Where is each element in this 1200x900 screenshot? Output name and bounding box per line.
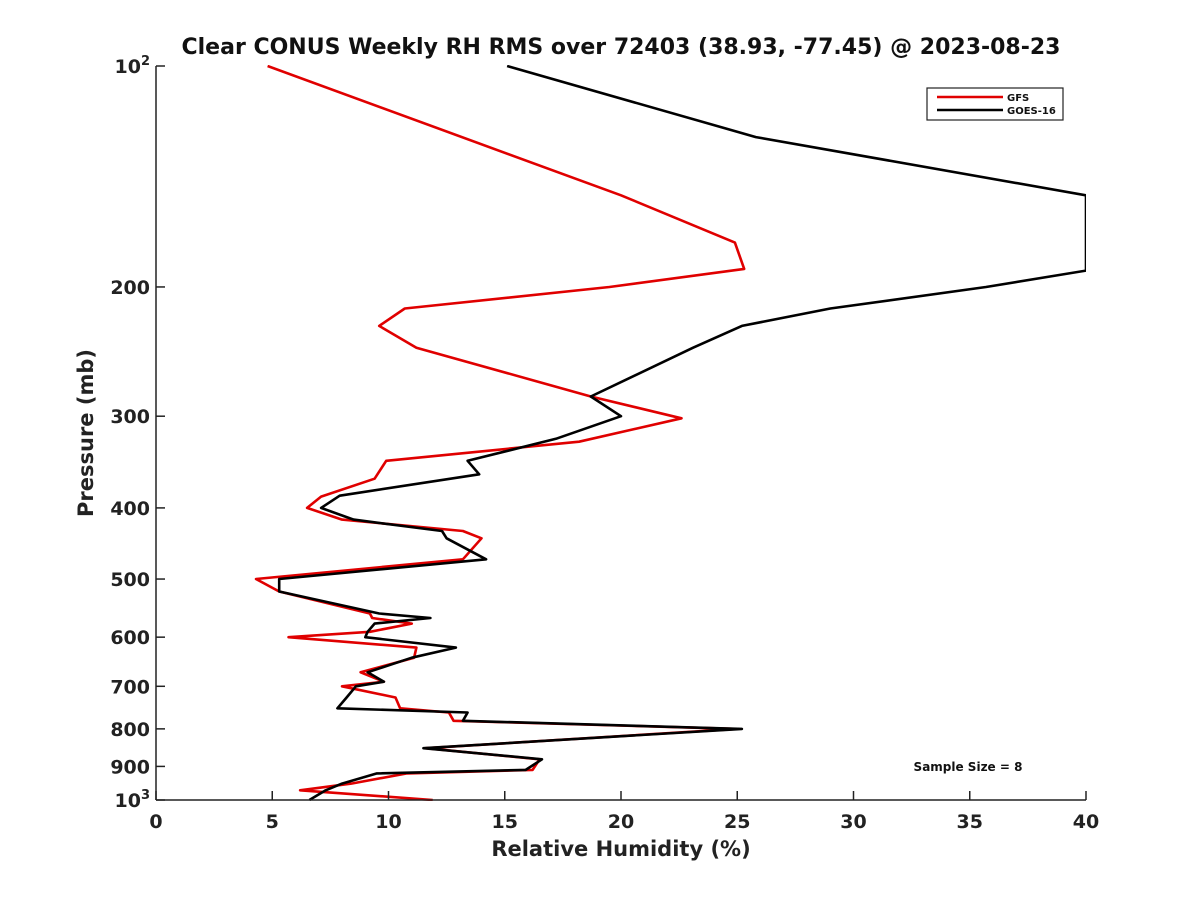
y-axis-label: Pressure (mb) [74, 349, 98, 517]
y-tick-label: 300 [110, 406, 150, 428]
x-tick-label: 25 [724, 811, 750, 833]
legend: GFS GOES-16 [926, 87, 1064, 121]
y-tick-label: 103 [115, 788, 151, 812]
legend-label-gfs: GFS [1007, 93, 1029, 104]
x-axis-ticks: 0 5 10 15 20 25 30 35 40 [149, 791, 1099, 833]
legend-label-goes16: GOES-16 [1007, 106, 1056, 117]
y-axis-ticks: 102 200 300 400 500 600 700 800 900 103 [110, 54, 165, 812]
x-tick-label: 0 [149, 811, 162, 833]
x-axis-label: Relative Humidity (%) [491, 837, 750, 861]
y-tick-label: 700 [110, 676, 150, 698]
x-tick-label: 10 [375, 811, 401, 833]
plot-lines [254, 65, 1086, 801]
series-line-goes16 [277, 65, 1086, 801]
series-line-gfs [254, 65, 746, 801]
chart-title: Clear CONUS Weekly RH RMS over 72403 (38… [182, 35, 1061, 60]
x-tick-label: 20 [608, 811, 634, 833]
y-tick-label: 800 [110, 719, 150, 741]
y-tick-label: 900 [110, 756, 150, 778]
y-tick-label: 400 [110, 498, 150, 520]
x-tick-label: 5 [266, 811, 279, 833]
legend-box [926, 87, 1064, 121]
sample-size-annotation: Sample Size = 8 [914, 760, 1023, 774]
x-tick-label: 30 [840, 811, 866, 833]
y-tick-label: 102 [115, 54, 151, 78]
y-tick-label: 600 [110, 627, 150, 649]
y-tick-label: 200 [110, 277, 150, 299]
y-tick-label: 500 [110, 569, 150, 591]
x-tick-label: 35 [957, 811, 983, 833]
x-tick-label: 15 [492, 811, 518, 833]
x-tick-label: 40 [1073, 811, 1099, 833]
